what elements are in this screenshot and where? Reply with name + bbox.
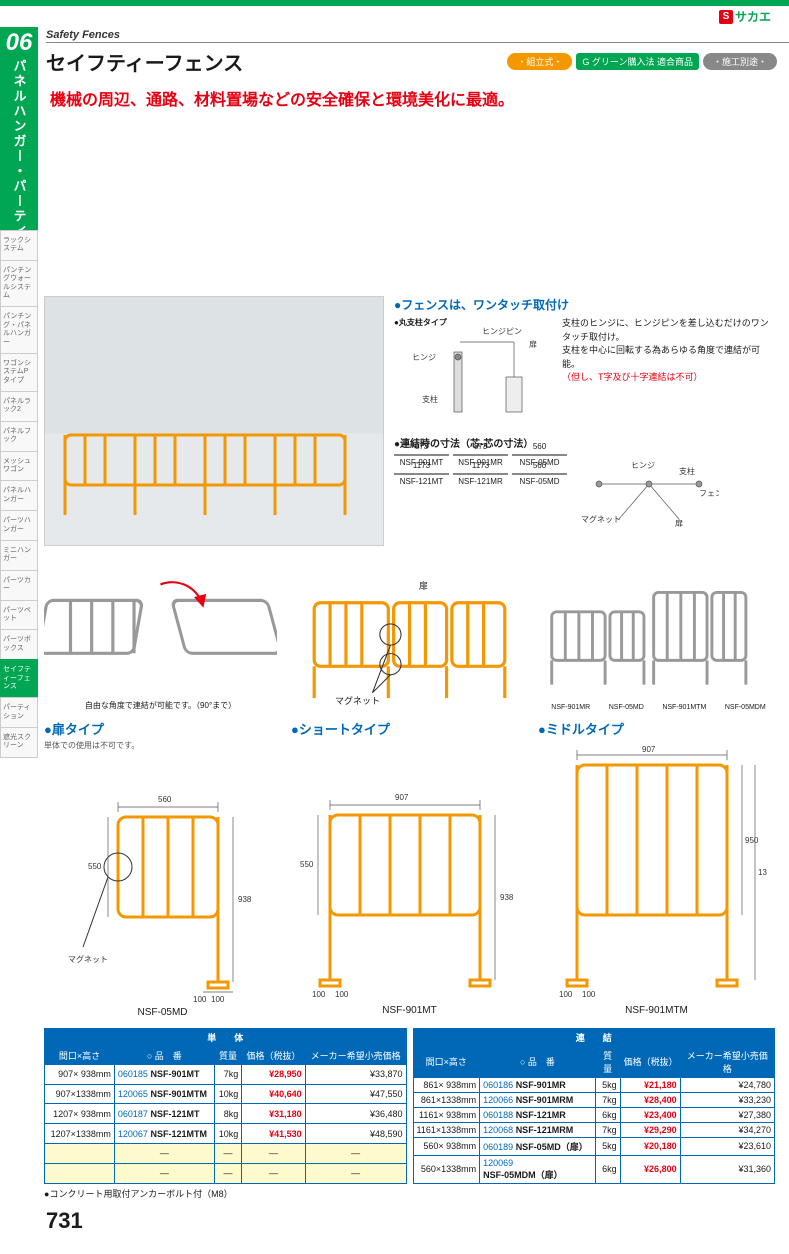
- price-tables: 単 体 間口×高さ○ 品 番質量価格（税抜）メーカー希望小売価格 907× 93…: [44, 1028, 775, 1184]
- brand-text: サカエ: [735, 8, 771, 25]
- table-connect: 連 結 間口×高さ○ 品 番質量価格（税抜）メーカー希望小売価格 861× 93…: [413, 1028, 776, 1184]
- svg-text:100: 100: [335, 990, 349, 999]
- side-nav-item[interactable]: セイフティーフェンス: [0, 659, 38, 698]
- page-title: セイフティーフェンス: [46, 47, 243, 76]
- side-nav-item[interactable]: パネルハンガー: [0, 480, 38, 511]
- table-row: 560× 938mm060189 NSF-05MD（扉）5kg¥20,180¥2…: [413, 1137, 775, 1155]
- side-nav: ラックシステムパンチングウォールシステムパンチング・パネルハンガーワゴンシステム…: [0, 230, 38, 757]
- side-nav-item[interactable]: パネルフック: [0, 421, 38, 452]
- dim-rows: 873NSF-901MT873NSF-901MR560NSF-05MD1173N…: [394, 454, 567, 534]
- side-nav-item[interactable]: ワゴンシステムPタイプ: [0, 353, 38, 392]
- side-nav-item[interactable]: メッシュワゴン: [0, 451, 38, 482]
- badge-assembly: ・組立式・: [507, 53, 572, 70]
- svg-text:扉: 扉: [675, 518, 683, 528]
- svg-text:ヒンジピン: ヒンジピン: [482, 327, 522, 336]
- svg-text:支柱: 支柱: [422, 394, 438, 404]
- install-notes: 支柱のヒンジに、ヒンジピンを差し込むだけのワンタッチ取付け。 支柱を中心に回転す…: [562, 317, 775, 427]
- logo-s-icon: S: [719, 10, 733, 24]
- side-nav-item[interactable]: ミニハンガー: [0, 540, 38, 571]
- side-nav-item[interactable]: パーツボックス: [0, 629, 38, 660]
- product-photo: [44, 296, 384, 546]
- table-row: 907×1338mm120065 NSF-901MTM10kg¥40,640¥4…: [45, 1084, 407, 1104]
- illus-door: 扉 マグネット: [293, 571, 526, 711]
- side-nav-item[interactable]: パーツハンガー: [0, 510, 38, 541]
- svg-text:1338: 1338: [758, 868, 767, 877]
- type-short: ●ショートタイプ 907 550 938 100 100: [291, 719, 528, 1018]
- diag-heading: ●フェンスは、ワンタッチ取付け: [394, 296, 775, 313]
- table-row: 861× 938mm060186 NSF-901MR5kg¥21,180¥24,…: [413, 1077, 775, 1092]
- svg-text:100: 100: [211, 995, 225, 1004]
- svg-text:100: 100: [312, 990, 326, 999]
- table-row: 1207×1338mm120067 NSF-121MTM10kg¥41,530¥…: [45, 1124, 407, 1144]
- illus-lineup: NSF-901MRNSF-05MDNSF-901MTMNSF-05MDM: [542, 573, 775, 710]
- page-number: 731: [46, 1208, 789, 1234]
- svg-text:938: 938: [500, 893, 514, 902]
- svg-text:支柱: 支柱: [679, 466, 695, 476]
- side-nav-item[interactable]: パーツペット: [0, 600, 38, 631]
- category-number: 06: [6, 31, 33, 55]
- dim-heading: ●連結時の寸法（芯-芯の寸法）: [394, 435, 775, 450]
- illus-angle: 自由な角度で連結が可能です。（90°まで）: [44, 558, 277, 711]
- badges: ・組立式・ G グリーン購入法 適合商品 ・施工別途・: [507, 53, 777, 70]
- svg-text:560: 560: [158, 795, 172, 804]
- type-middle: ●ミドルタイプ 907 950 1338 100 100: [538, 719, 775, 1018]
- svg-text:907: 907: [395, 793, 409, 802]
- svg-text:100: 100: [559, 990, 573, 999]
- side-nav-item[interactable]: ラックシステム: [0, 230, 38, 261]
- side-nav-item[interactable]: パンチング・パネルハンガー: [0, 306, 38, 354]
- brand-logo: S サカエ: [719, 8, 771, 25]
- table-row: 560×1338mm120069 NSF-05MDM（扉）6kg¥26,800¥…: [413, 1155, 775, 1183]
- angle-diagram: ヒンジ 支柱 フェンス 扉 マグネット: [579, 454, 719, 534]
- side-nav-item[interactable]: パーツカー: [0, 570, 38, 601]
- side-nav-item[interactable]: パーティション: [0, 697, 38, 728]
- type-door: ●扉タイプ 単体での使用は不可です。 560 550 938: [44, 719, 281, 1018]
- svg-text:ヒンジ: ヒンジ: [412, 353, 436, 362]
- svg-text:100: 100: [582, 990, 596, 999]
- subtitle: 機械の周辺、通路、材料置場などの安全確保と環境美化に最適。: [46, 78, 789, 116]
- svg-text:マグネット: マグネット: [581, 514, 621, 524]
- logo-row: S サカエ: [0, 6, 789, 27]
- badge-green: G グリーン購入法 適合商品: [576, 53, 699, 70]
- table-row: 907× 938mm060185 NSF-901MT7kg¥28,950¥33,…: [45, 1064, 407, 1084]
- breadcrumb: Safety Fences: [46, 27, 789, 43]
- svg-text:550: 550: [300, 860, 314, 869]
- svg-text:扉: 扉: [529, 339, 537, 349]
- table-single: 単 体 間口×高さ○ 品 番質量価格（税抜）メーカー希望小売価格 907× 93…: [44, 1028, 407, 1184]
- side-nav-item[interactable]: パネルラック2: [0, 391, 38, 422]
- table-row: 1161× 938mm060188 NSF-121MR6kg¥23,400¥27…: [413, 1107, 775, 1122]
- side-nav-item[interactable]: パンチングウォールシステム: [0, 260, 38, 308]
- svg-text:550: 550: [88, 862, 102, 871]
- svg-text:フェンス: フェンス: [699, 489, 719, 498]
- svg-text:950: 950: [745, 836, 759, 845]
- badge-separate: ・施工別途・: [703, 53, 777, 70]
- svg-text:907: 907: [642, 745, 656, 754]
- side-nav-item[interactable]: 遮光スクリーン: [0, 727, 38, 758]
- table-row: 861×1338mm120066 NSF-901MRM7kg¥28,400¥33…: [413, 1092, 775, 1107]
- svg-text:938: 938: [238, 895, 252, 904]
- table-row: 1207× 938mm060187 NSF-121MT8kg¥31,180¥36…: [45, 1104, 407, 1124]
- svg-text:ヒンジ: ヒンジ: [631, 461, 655, 470]
- svg-text:100: 100: [193, 995, 207, 1004]
- table-row: 1161×1338mm120068 NSF-121MRM7kg¥29,290¥3…: [413, 1122, 775, 1137]
- svg-text:マグネット: マグネット: [68, 954, 108, 964]
- table-footnote: コンクリート用取付アンカーボルト付（M8）: [44, 1187, 775, 1200]
- post-diagram: ●丸支柱タイプ ヒンジ ヒンジピン 扉 支柱: [394, 317, 554, 427]
